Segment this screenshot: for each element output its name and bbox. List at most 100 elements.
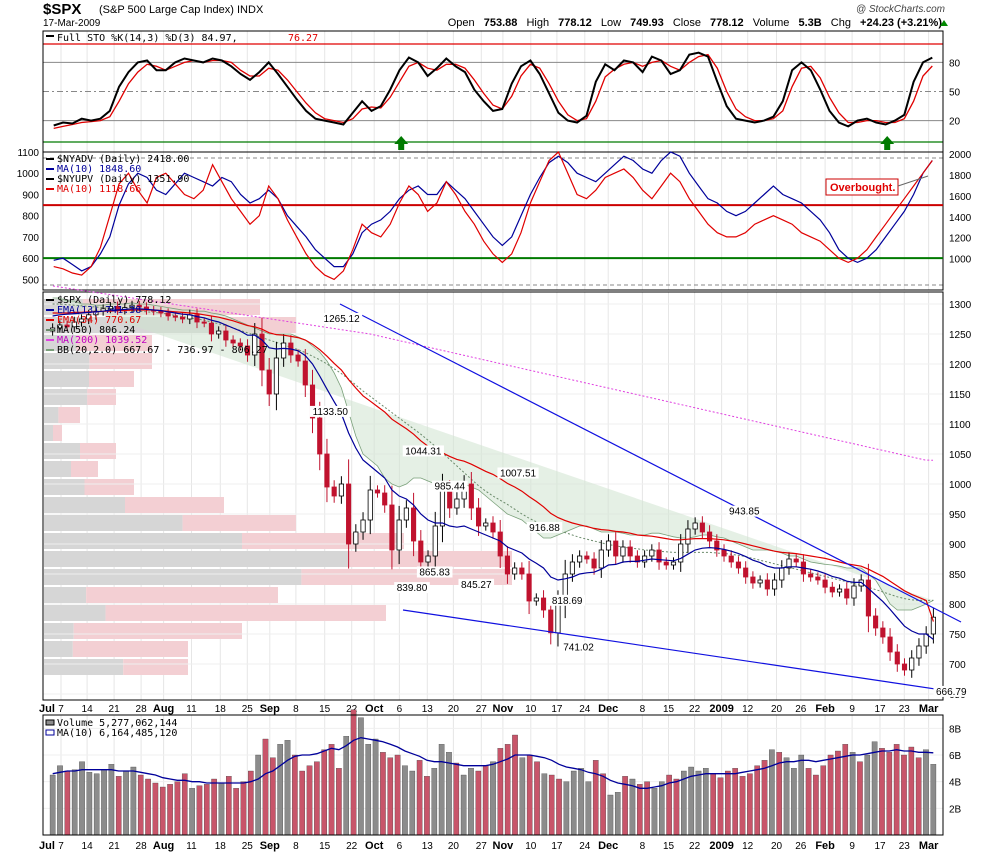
volume-bar-up	[849, 752, 856, 836]
vbp-up-bar	[44, 659, 124, 675]
volume-bar-up	[651, 788, 658, 836]
candle-up	[555, 603, 561, 634]
candle-down	[490, 522, 496, 533]
volume-bar-up	[218, 782, 225, 836]
volume-x-tick: 18	[215, 841, 227, 852]
index-name: (S&P 500 Large Cap Index) INDX	[99, 4, 264, 16]
price-legend-entry: $SPX (Daily) 778.12	[57, 295, 171, 306]
volume-bar-up	[365, 744, 372, 836]
volume-bar-up	[629, 778, 636, 836]
volume-x-tick: 21	[109, 841, 121, 852]
candle-up	[107, 305, 113, 310]
volume-bar-up	[409, 770, 416, 836]
candle-up	[678, 543, 684, 563]
candle-up	[670, 561, 677, 566]
candle-down	[887, 636, 893, 653]
vbp-down-bar	[242, 533, 404, 549]
sto-d-value: 76.27	[288, 33, 318, 44]
volume-x-tick: 22	[689, 841, 701, 852]
volume-bar-down	[556, 778, 562, 836]
candle-up	[685, 528, 691, 545]
ema34-line	[52, 309, 934, 622]
volume-bar-up	[490, 761, 496, 836]
price-annotation: 985.44	[435, 482, 466, 493]
volume-bar-down	[886, 752, 893, 836]
nyadv-ma-line	[53, 151, 933, 272]
price-x-tick: 23	[899, 704, 911, 715]
candle-down	[504, 555, 511, 575]
volume-bar-down	[805, 768, 812, 836]
breadth-left-tick: 600	[22, 254, 39, 265]
price-x-tick: 24	[579, 704, 591, 715]
volume-bar-up	[541, 773, 548, 836]
candle-down	[901, 663, 908, 671]
candle-down	[750, 576, 756, 584]
candle-up	[598, 549, 604, 569]
candle-down	[266, 369, 272, 395]
up-arrow-icon	[940, 20, 948, 26]
candle-down	[699, 522, 705, 533]
price-x-tick: 8	[293, 704, 299, 715]
volume-bar-up	[798, 754, 805, 836]
candle-down	[230, 339, 236, 344]
close-value: 778.12	[710, 17, 744, 29]
candle-down	[894, 651, 900, 665]
vbp-up-bar	[44, 623, 74, 639]
candle-up	[129, 304, 135, 309]
volume-x-tick: 20	[771, 841, 783, 852]
volume-bar-down	[262, 738, 269, 836]
candle-down	[519, 567, 525, 575]
price-x-tick: 12	[742, 704, 754, 715]
candle-down	[64, 324, 70, 328]
candle-up	[71, 321, 77, 328]
price-annotation: 865.83	[419, 568, 450, 579]
breadth-left-tick: 900	[22, 190, 39, 201]
volume-bar-down	[137, 774, 144, 836]
volume-tick-label: 4B	[949, 778, 962, 789]
annotation-bg	[309, 405, 351, 417]
candle-up	[483, 522, 489, 527]
candle-up	[786, 558, 792, 569]
credit-link[interactable]: @ StockCharts.com	[855, 4, 945, 15]
price-tick-label: 1300	[949, 300, 972, 311]
price-x-tick: 25	[242, 704, 254, 715]
volume-panel-frame	[42, 714, 944, 836]
volume-x-tick: 8	[640, 841, 646, 852]
price-x-tick: Oct	[365, 703, 384, 715]
volume-x-tick: Aug	[153, 840, 174, 852]
candle-up	[909, 657, 915, 671]
volume-x-tick: 20	[448, 841, 460, 852]
volume-bar-up	[783, 757, 790, 836]
candle-up	[642, 555, 648, 563]
volume-bar-down	[732, 768, 738, 836]
vbp-up-bar	[44, 641, 73, 657]
volume-x-tick: 11	[186, 841, 197, 852]
volume-bar-down	[857, 761, 863, 836]
volume-x-tick: Jul	[39, 840, 55, 852]
breadth-right-tick: 1000	[949, 255, 972, 266]
low-label: Low	[600, 17, 622, 29]
candle-down	[418, 540, 424, 563]
volume-bar-down	[747, 773, 753, 836]
volume-x-tick: 17	[551, 841, 563, 852]
price-x-tick: 20	[771, 704, 783, 715]
volume-bar-down	[416, 760, 423, 836]
price-tick-label: 1250	[949, 330, 972, 341]
volume-bar-up	[871, 741, 878, 836]
candle-up	[216, 330, 222, 335]
breadth-left-tick: 500	[22, 275, 39, 286]
volume-bar-down	[64, 770, 71, 836]
volume-bar-down	[908, 746, 915, 836]
candle-up	[916, 645, 922, 659]
volume-bar-down	[475, 770, 482, 836]
price-x-tick: 17	[874, 704, 886, 715]
breadth-right-tick: 1600	[949, 192, 972, 203]
price-annotation: 741.02	[563, 642, 594, 653]
volume-bar-up	[791, 768, 797, 836]
volume-bar-down	[453, 762, 460, 836]
volume-bar-down	[739, 776, 746, 836]
price-legend-entry: EMA(34) 770.67	[57, 315, 141, 326]
candle-down	[309, 384, 316, 419]
vbp-up-bar	[44, 371, 89, 387]
candle-down	[627, 546, 633, 557]
